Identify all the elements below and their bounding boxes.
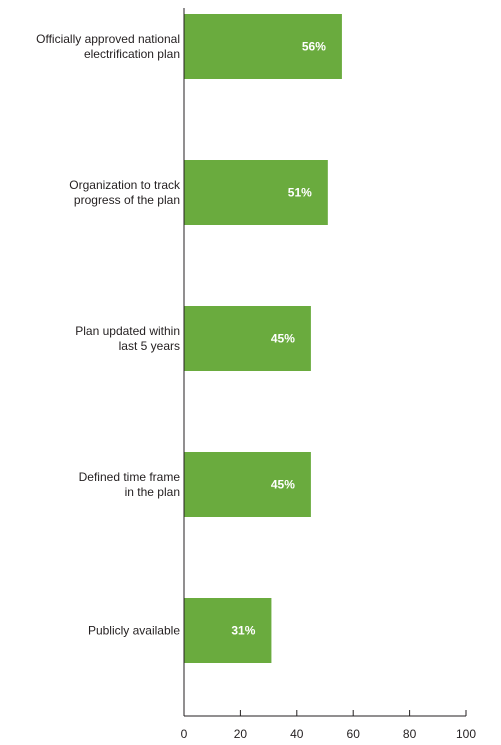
category-label-line: Plan updated within (75, 324, 180, 338)
category-label: Publicly available (88, 624, 180, 638)
category-label-line: last 5 years (119, 339, 180, 353)
bar-3 (184, 306, 311, 371)
category-label: Defined time frame in the plan (79, 470, 181, 499)
category-label-line: electrification plan (84, 47, 180, 61)
bars-group: 56% 51% 45% 45% 31% (184, 14, 342, 663)
bar-5 (184, 598, 272, 663)
x-tick-label: 100 (456, 727, 476, 741)
x-tick-label: 20 (234, 727, 248, 741)
category-labels-group: Officially approved national electrificat… (36, 32, 181, 638)
category-label: Organization to track progress of the pla… (69, 178, 181, 207)
bar-1 (184, 14, 342, 79)
category-label-line: in the plan (125, 485, 180, 499)
category-label-line: Organization to track (69, 178, 181, 192)
category-label: Officially approved national electrificat… (36, 32, 180, 61)
bar-2 (184, 160, 328, 225)
x-ticks-group: 0 20 40 60 80 100 (181, 710, 476, 741)
bar-value-label: 56% (302, 40, 326, 54)
category-label: Plan updated within last 5 years (75, 324, 180, 353)
category-label-line: Publicly available (88, 624, 180, 638)
category-label-line: Officially approved national (36, 32, 180, 46)
category-label-line: Defined time frame (79, 470, 181, 484)
bar-4 (184, 452, 311, 517)
bar-value-label: 45% (271, 478, 295, 492)
x-tick-label: 60 (347, 727, 361, 741)
bar-value-label: 51% (288, 186, 312, 200)
bar-value-label: 31% (231, 624, 255, 638)
bar-value-label: 45% (271, 332, 295, 346)
category-label-line: progress of the plan (74, 193, 180, 207)
x-tick-label: 80 (403, 727, 417, 741)
x-tick-label: 0 (181, 727, 188, 741)
x-tick-label: 40 (290, 727, 304, 741)
